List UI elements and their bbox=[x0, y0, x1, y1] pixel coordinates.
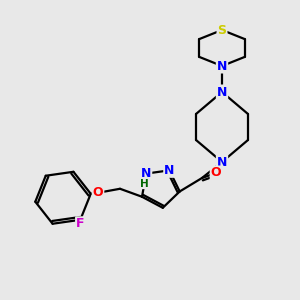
Text: N: N bbox=[164, 164, 175, 177]
Text: O: O bbox=[93, 186, 103, 199]
Text: N: N bbox=[217, 59, 227, 73]
Text: F: F bbox=[76, 217, 85, 230]
Text: N: N bbox=[217, 155, 227, 169]
Text: N: N bbox=[141, 167, 151, 180]
Text: H: H bbox=[140, 178, 148, 189]
Text: S: S bbox=[218, 23, 226, 37]
Text: N: N bbox=[217, 85, 227, 98]
Text: O: O bbox=[211, 167, 221, 179]
